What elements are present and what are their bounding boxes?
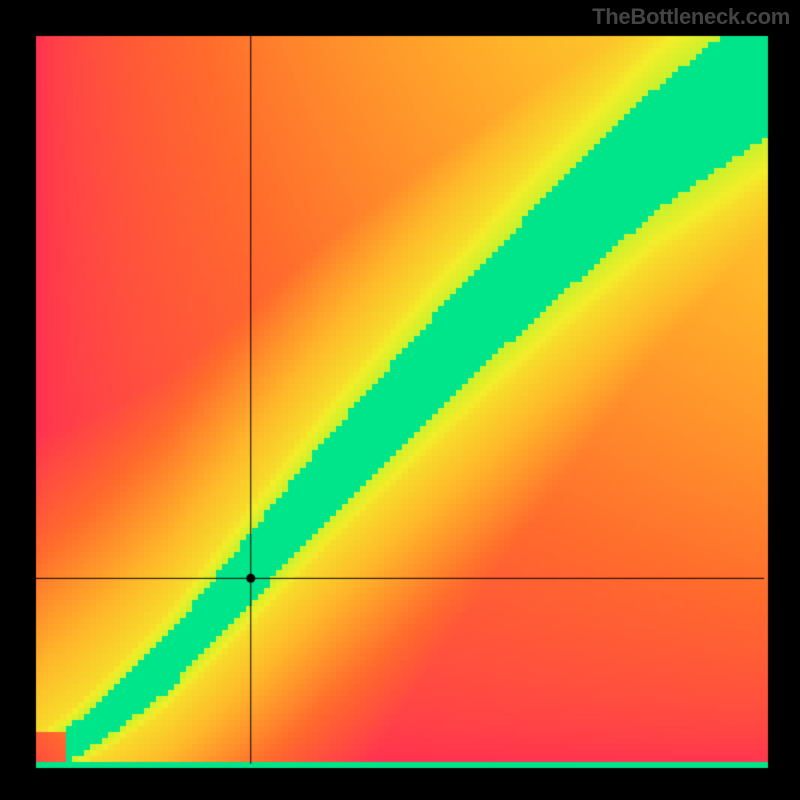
heatmap-canvas xyxy=(0,0,800,800)
chart-container: TheBottleneck.com xyxy=(0,0,800,800)
watermark-text: TheBottleneck.com xyxy=(592,4,790,30)
